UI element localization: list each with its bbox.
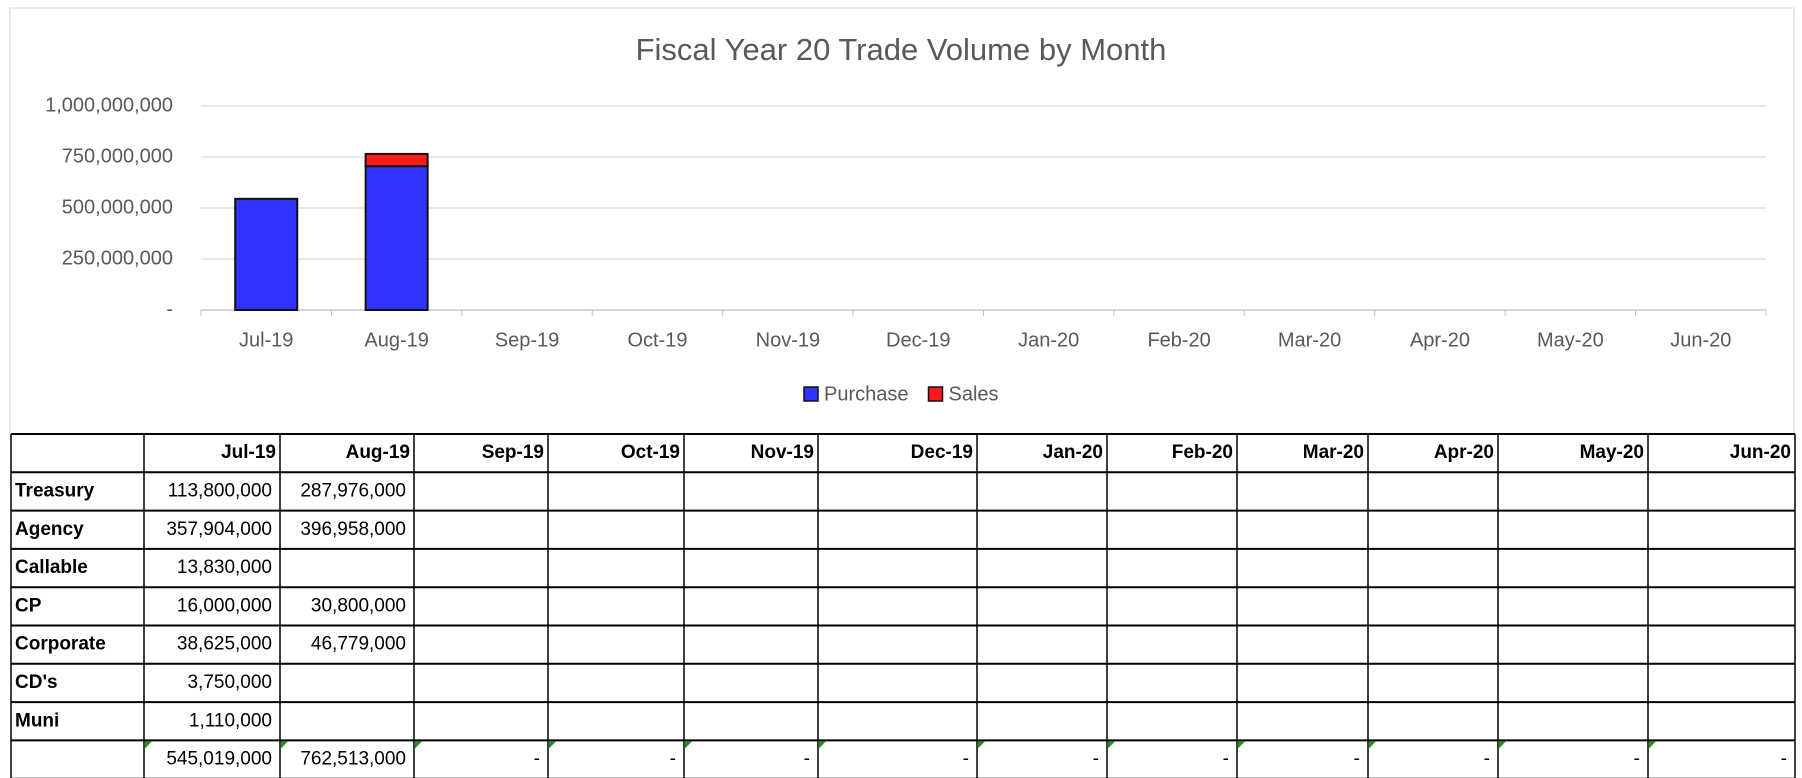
row-label: Agency xyxy=(15,519,84,540)
table-cell: 38,625,000 xyxy=(177,634,272,655)
column-header: Apr-20 xyxy=(1434,442,1494,463)
column-header: Sep-19 xyxy=(482,442,544,463)
y-tick-label: 250,000,000 xyxy=(62,247,173,269)
table-cell: 3,750,000 xyxy=(187,672,272,693)
table-cell: 113,800,000 xyxy=(168,480,272,501)
bar-segment xyxy=(364,165,429,311)
table-cell: - xyxy=(1223,749,1229,770)
column-header: Oct-19 xyxy=(621,442,680,463)
chart-frame xyxy=(9,7,1795,435)
x-tick-label: Jul-19 xyxy=(239,329,293,351)
column-header: Jul-19 xyxy=(221,442,276,463)
legend-label: Sales xyxy=(949,383,999,405)
table-cell: 1,110,000 xyxy=(189,710,272,731)
cell-flag xyxy=(819,741,826,749)
legend-swatch xyxy=(927,386,944,402)
x-tick-label: Nov-19 xyxy=(756,329,820,351)
column-header: Mar-20 xyxy=(1303,442,1364,463)
cell-flag xyxy=(1238,741,1245,749)
table-cell: 545,019,000 xyxy=(166,749,272,770)
table-cell: - xyxy=(1093,749,1099,770)
column-header: Jun-20 xyxy=(1730,442,1791,463)
x-tick-label: Jan-20 xyxy=(1018,329,1079,351)
cell-flag xyxy=(1108,741,1115,749)
row-label: Treasury xyxy=(15,480,95,501)
cell-flag xyxy=(1499,741,1506,749)
column-header: Feb-20 xyxy=(1172,442,1233,463)
cell-flag xyxy=(145,741,152,749)
y-tick-label: 750,000,000 xyxy=(62,145,173,167)
row-label: Muni xyxy=(15,710,59,731)
x-tick-label: Jun-20 xyxy=(1670,329,1731,351)
table-cell: 287,976,000 xyxy=(300,480,406,501)
column-header: Aug-19 xyxy=(346,442,410,463)
table-cell: 396,958,000 xyxy=(300,519,406,540)
table-cell: 46,779,000 xyxy=(311,634,406,655)
cell-flag xyxy=(685,741,692,749)
table-cell: 16,000,000 xyxy=(177,595,272,616)
legend-label: Purchase xyxy=(824,383,909,405)
x-tick-label: Mar-20 xyxy=(1278,329,1341,351)
x-tick-label: Dec-19 xyxy=(886,329,950,351)
table-cell: - xyxy=(670,749,676,770)
legend-swatch xyxy=(803,386,819,402)
table-cell: 762,513,000 xyxy=(300,749,406,770)
x-tick-label: Sep-19 xyxy=(495,329,560,351)
cell-flag xyxy=(978,741,985,749)
x-tick-label: May-20 xyxy=(1537,329,1604,351)
cell-flag xyxy=(415,741,422,749)
table-cell: 30,800,000 xyxy=(311,595,406,616)
x-tick-label: Aug-19 xyxy=(364,329,429,351)
bar-segment xyxy=(364,152,429,168)
table-cell: - xyxy=(1634,749,1640,770)
x-tick-label: Feb-20 xyxy=(1147,329,1210,351)
table-cell: - xyxy=(804,749,810,770)
cell-flag xyxy=(1369,741,1376,749)
table-cell: 13,830,000 xyxy=(177,557,272,578)
row-label: CP xyxy=(15,595,42,616)
x-tick-label: Oct-19 xyxy=(627,329,687,351)
chart-title: Fiscal Year 20 Trade Volume by Month xyxy=(636,32,1167,67)
row-label: Corporate xyxy=(15,634,106,655)
table-cell: - xyxy=(1781,749,1787,770)
table-cell: - xyxy=(534,749,540,770)
y-tick-label: 500,000,000 xyxy=(62,196,173,218)
bar-segment xyxy=(234,197,299,312)
cell-flag xyxy=(281,741,288,749)
column-header: Nov-19 xyxy=(751,442,814,463)
column-header: Dec-19 xyxy=(911,442,973,463)
table-cell: - xyxy=(1354,749,1360,770)
table-cell: 357,904,000 xyxy=(166,519,272,540)
cell-flag xyxy=(1649,741,1656,749)
row-label: CD's xyxy=(15,672,58,693)
column-header: May-20 xyxy=(1580,442,1644,463)
table-cell: - xyxy=(1484,749,1490,770)
y-tick-label: - xyxy=(166,298,173,320)
column-header: Jan-20 xyxy=(1043,442,1103,463)
cell-flag xyxy=(549,741,556,749)
table-cell: - xyxy=(963,749,969,770)
y-tick-label: 1,000,000,000 xyxy=(45,94,173,116)
x-tick-label: Apr-20 xyxy=(1410,329,1470,351)
row-label: Callable xyxy=(15,557,88,578)
